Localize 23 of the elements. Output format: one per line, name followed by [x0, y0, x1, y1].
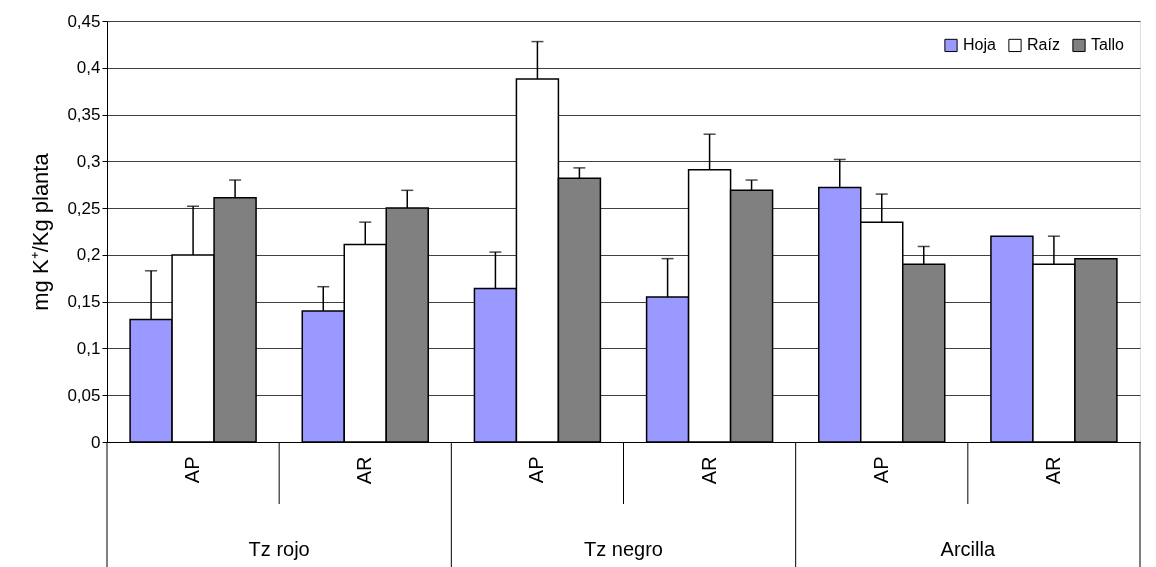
x-tick-label: AP	[181, 456, 204, 484]
y-tick-label: 0	[91, 432, 101, 452]
y-tick-label: 0,35	[67, 105, 101, 125]
y-axis-title: mg K⁺/Kg planta	[28, 152, 54, 311]
text: Tz rojo	[248, 538, 310, 560]
y-tick-label: 0,3	[76, 151, 101, 171]
text: Arcilla	[940, 538, 996, 560]
legend-label: Raíz	[1027, 36, 1060, 54]
y-tick-label: 0,15	[67, 292, 101, 312]
y-tick-label: 0,45	[67, 11, 101, 31]
y-tick-label: 0,4	[76, 58, 101, 78]
x-tick-label: AR	[353, 456, 376, 485]
y-tick-label: 0,2	[76, 245, 101, 265]
legend-label: Tallo	[1091, 36, 1125, 54]
y-tick-label: 0,05	[67, 385, 101, 405]
y-tick-label: 0,1	[76, 338, 101, 358]
text: Tz negro	[584, 538, 663, 560]
x-tick-label: AP	[525, 456, 548, 484]
x-tick-label: AR	[697, 456, 720, 485]
x-tick-label: AR	[1041, 456, 1064, 485]
legend-label: Hoja	[963, 36, 997, 54]
y-tick-label: 0,25	[67, 198, 101, 218]
x-tick-label: AP	[869, 456, 892, 484]
